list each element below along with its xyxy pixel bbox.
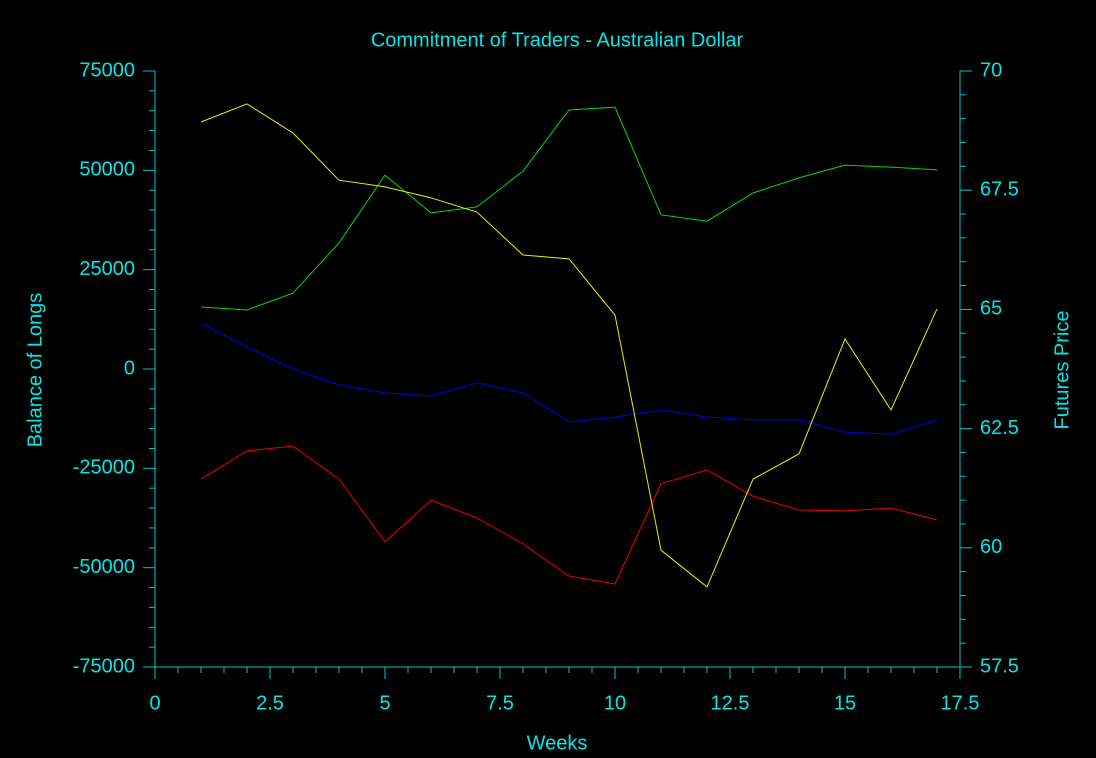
y2-tick-label: 60 — [980, 536, 1002, 558]
series-line — [200, 445, 938, 585]
y-tick-label: -50000 — [73, 556, 135, 578]
x-tick-label: 10 — [604, 692, 626, 714]
x-tick-label: 0 — [149, 692, 160, 714]
y-tick-label: 25000 — [79, 258, 135, 280]
x-tick-label: 15 — [834, 692, 856, 714]
y2-tick-label: 65 — [980, 298, 1002, 320]
y2-tick-label: 57.5 — [980, 655, 1019, 677]
x-tick-label: 2.5 — [256, 692, 284, 714]
x-axis-label: Weeks — [527, 732, 588, 754]
y-tick-label: -75000 — [73, 655, 135, 677]
series-line — [200, 106, 938, 311]
series-line — [200, 322, 938, 435]
y2-tick-label: 62.5 — [980, 417, 1019, 439]
y-tick-label: 50000 — [79, 159, 135, 181]
chart-title: Commitment of Traders - Australian Dolla… — [371, 29, 744, 51]
y2-tick-label: 67.5 — [980, 178, 1019, 200]
series-line — [200, 103, 938, 588]
y2-tick-label: 70 — [980, 59, 1002, 81]
y2-axis-label: Futures Price — [1051, 311, 1073, 430]
x-tick-label: 5 — [379, 692, 390, 714]
y-tick-label: -25000 — [73, 457, 135, 479]
x-tick-label: 12.5 — [711, 692, 750, 714]
y-tick-label: 75000 — [79, 59, 135, 81]
x-tick-label: 7.5 — [486, 692, 514, 714]
y-tick-label: 0 — [124, 357, 135, 379]
x-tick-label: 17.5 — [941, 692, 980, 714]
y-axis-label: Balance of Longs — [24, 293, 46, 448]
